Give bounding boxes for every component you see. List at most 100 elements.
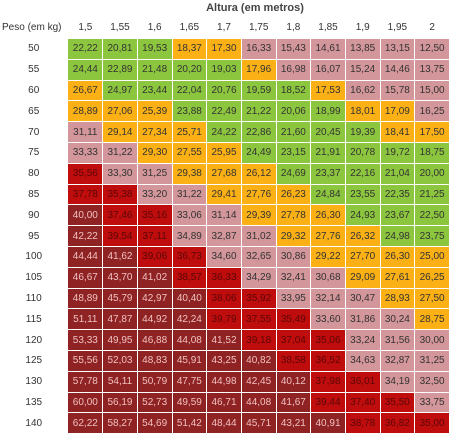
- bmi-cell: 27,78: [275, 204, 312, 227]
- height-header: 1,5: [78, 21, 93, 33]
- bmi-cell: 13,75: [414, 58, 450, 81]
- bmi-cell: 60,00: [67, 391, 104, 414]
- bmi-cell: 14,61: [310, 38, 346, 60]
- bmi-cell: 30,86: [275, 245, 312, 268]
- bmi-cell: 43,25: [206, 349, 242, 372]
- bmi-cell: 17,09: [379, 100, 416, 123]
- bmi-cell: 13,85: [344, 38, 381, 60]
- bmi-cell: 20,20: [171, 58, 208, 81]
- bmi-cell: 43,21: [275, 412, 312, 434]
- bmi-cell: 54,69: [136, 412, 173, 434]
- bmi-cell: 62,22: [67, 412, 104, 434]
- bmi-cell: 56,19: [102, 391, 138, 414]
- bmi-cell: 39,06: [136, 245, 173, 268]
- bmi-cell: 23,55: [344, 183, 381, 206]
- bmi-cell: 29,39: [240, 204, 277, 227]
- bmi-cell: 17,50: [414, 121, 450, 143]
- table-row: 60 26,67 24,97 23,44 22,04 20,76 19,59 18,52 17,…: [0, 79, 450, 102]
- bmi-cell: 36,52: [310, 349, 346, 372]
- weight-label: 80: [0, 163, 68, 185]
- table-row: 80 35,56 33,30 31,25 29,38 27,68 26,12 24,69 23,…: [0, 162, 450, 185]
- corner-label: Peso (em kg): [2, 21, 62, 33]
- bmi-cell: 27,70: [344, 245, 381, 268]
- bmi-cell: 34,19: [379, 370, 416, 393]
- bmi-cell: 16,62: [344, 79, 381, 102]
- bmi-cell: 32,87: [379, 349, 416, 372]
- bmi-cell: 42,97: [136, 287, 173, 310]
- bmi-cell: 39,54: [102, 225, 138, 247]
- bmi-cell: 16,07: [310, 58, 346, 81]
- bmi-cell: 26,12: [240, 162, 277, 185]
- table-row: 100 44,44 41,62 39,06 36,73 34,60 32,65 30,86 29…: [0, 245, 450, 268]
- bmi-cell: 45,79: [102, 287, 138, 310]
- bmi-cell: 29,41: [206, 183, 242, 206]
- bmi-cell: 31,25: [136, 162, 173, 185]
- bmi-cell: 48,83: [136, 349, 173, 372]
- bmi-cell: 21,60: [275, 121, 312, 143]
- bmi-cell: 35,38: [102, 183, 138, 206]
- bmi-cell: 18,01: [344, 100, 381, 123]
- bmi-cell: 50,79: [136, 370, 173, 393]
- bmi-cell: 35,06: [310, 329, 346, 351]
- bmi-cell: 29,09: [344, 266, 381, 289]
- bmi-cell: 41,62: [102, 245, 138, 268]
- bmi-cell: 24,97: [102, 79, 138, 102]
- bmi-cell: 24,22: [206, 121, 242, 143]
- bmi-cell: 45,71: [240, 412, 277, 434]
- bmi-cell: 18,41: [379, 121, 416, 143]
- bmi-cell: 22,16: [344, 162, 381, 185]
- bmi-cell: 30,68: [310, 266, 346, 289]
- bmi-cell: 36,82: [379, 412, 416, 434]
- bmi-cell: 20,78: [344, 141, 381, 164]
- height-header: 1,65: [179, 21, 200, 33]
- weight-label: 55: [0, 59, 68, 81]
- bmi-cell: 24,44: [67, 58, 104, 81]
- bmi-cell: 32,14: [310, 287, 346, 310]
- bmi-cell: 48,89: [67, 287, 104, 310]
- table-row: 110 48,89 45,79 42,97 40,40 38,06 35,92 33,95 32…: [0, 287, 450, 310]
- bmi-cell: 31,86: [344, 308, 381, 331]
- bmi-cell: 21,04: [379, 162, 416, 185]
- bmi-cell: 23,15: [275, 141, 312, 164]
- bmi-cell: 37,98: [310, 370, 346, 393]
- bmi-cell: 21,48: [136, 58, 173, 81]
- bmi-cell: 22,86: [240, 121, 277, 143]
- bmi-cell: 26,30: [379, 245, 416, 268]
- bmi-cell: 26,32: [344, 225, 381, 247]
- weight-label: 115: [0, 308, 68, 330]
- bmi-cell: 14,46: [379, 58, 416, 81]
- table-title: Altura (em metros): [206, 2, 304, 14]
- bmi-cell: 30,47: [344, 287, 381, 310]
- bmi-cell: 53,33: [67, 329, 104, 351]
- bmi-cell: 37,78: [67, 183, 104, 206]
- bmi-cell: 44,44: [67, 245, 104, 268]
- bmi-cell: 40,40: [171, 287, 208, 310]
- weight-label: 125: [0, 350, 68, 372]
- bmi-cell: 22,89: [102, 58, 138, 81]
- table-row: 105 46,67 43,70 41,02 38,57 36,33 34,29 32,41 30…: [0, 266, 450, 289]
- bmi-cell: 35,92: [240, 287, 277, 310]
- bmi-cell: 15,78: [379, 79, 416, 102]
- bmi-cell: 46,88: [136, 329, 173, 351]
- bmi-cell: 46,71: [206, 391, 242, 414]
- bmi-cell: 25,00: [414, 245, 450, 268]
- weight-label: 50: [0, 38, 68, 60]
- bmi-cell: 23,88: [171, 100, 208, 123]
- bmi-cell: 17,30: [206, 38, 242, 60]
- bmi-cell: 39,44: [310, 391, 346, 414]
- bmi-cell: 52,73: [136, 391, 173, 414]
- bmi-cell: 26,30: [310, 204, 346, 227]
- bmi-cell: 15,43: [275, 38, 312, 60]
- bmi-cell: 13,15: [379, 38, 416, 60]
- table-row: 70 31,11 29,14 27,34 25,71 24,22 22,86 21,60 20,…: [0, 121, 450, 143]
- bmi-cell: 31,56: [379, 329, 416, 351]
- bmi-cell: 18,37: [171, 38, 208, 60]
- table-row: 135 60,00 56,19 52,73 49,59 46,71 44,08 41,67 39…: [0, 391, 450, 414]
- bmi-cell: 18,75: [414, 141, 450, 164]
- bmi-cell: 27,68: [206, 162, 242, 185]
- bmi-cell: 49,59: [171, 391, 208, 414]
- weight-label: 95: [0, 225, 68, 247]
- bmi-cell: 27,55: [171, 141, 208, 164]
- bmi-cell: 23,44: [136, 79, 173, 102]
- bmi-cell: 20,00: [414, 162, 450, 185]
